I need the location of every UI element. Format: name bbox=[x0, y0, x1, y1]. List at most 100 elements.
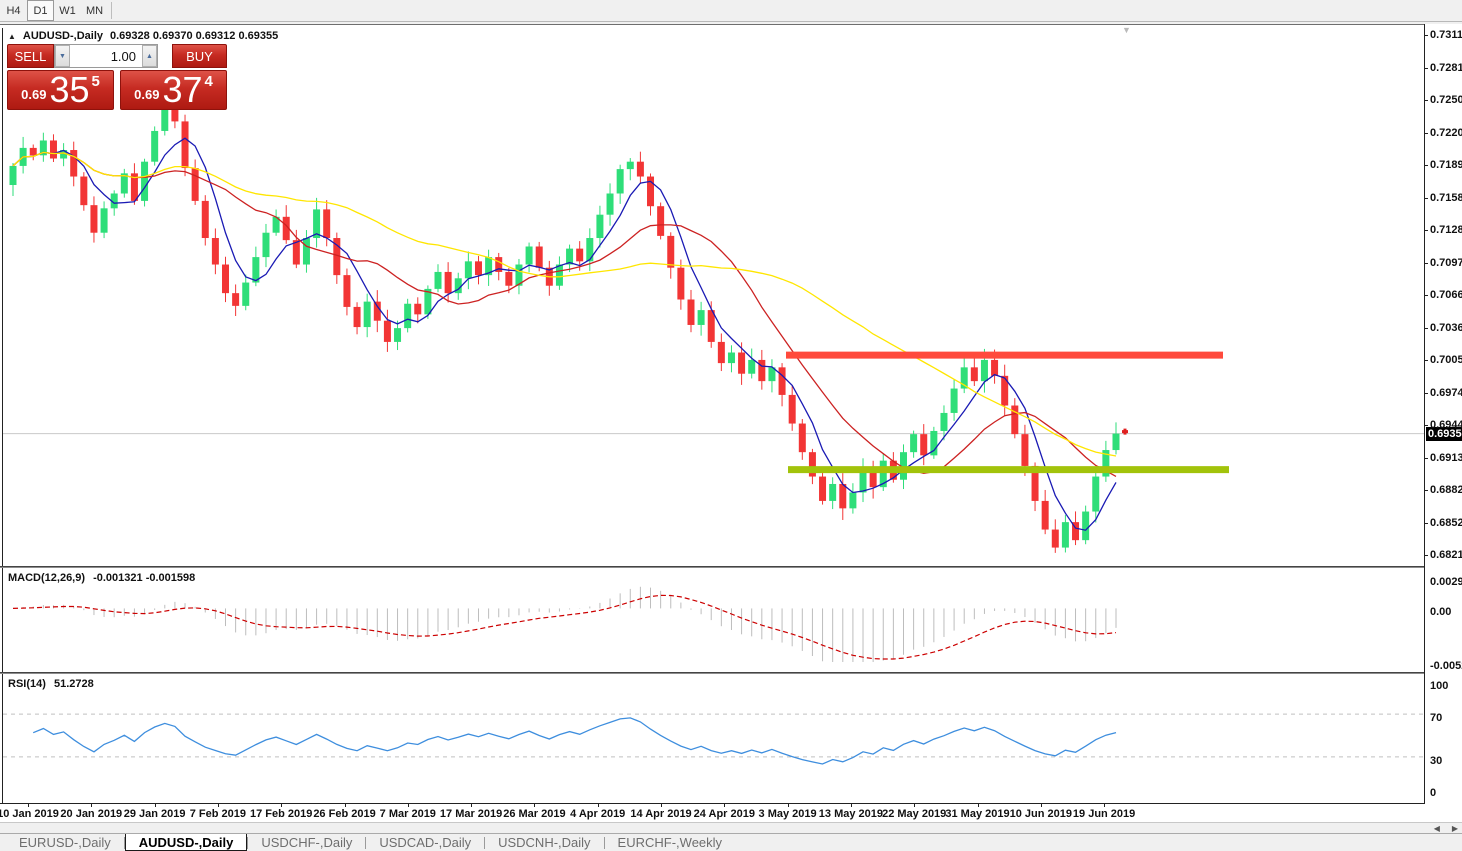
axis-tick bbox=[1425, 555, 1428, 556]
time-axis-tick bbox=[407, 804, 409, 807]
macd-pane bbox=[2, 568, 1424, 672]
rsi-value: 51.2728 bbox=[53, 678, 94, 690]
macd-axis-label: -0.005256 bbox=[1430, 660, 1462, 672]
scroll-right-icon[interactable]: ▶ bbox=[1451, 823, 1458, 833]
bid-price-big: 35 bbox=[49, 68, 90, 110]
buy-button[interactable]: BUY bbox=[172, 44, 227, 68]
time-axis-label: 4 Apr 2019 bbox=[570, 808, 626, 820]
rsi-axis-label: 30 bbox=[1430, 754, 1443, 767]
time-axis-label: 17 Mar 2019 bbox=[439, 808, 503, 820]
time-axis-tick bbox=[850, 804, 852, 807]
bid-price-pip: 5 bbox=[91, 73, 100, 90]
time-axis-tick bbox=[344, 804, 346, 807]
time-axis-label: 29 Jan 2019 bbox=[123, 808, 186, 820]
sell-button[interactable]: SELL bbox=[7, 44, 54, 68]
ask-price-box[interactable]: 0.69 37 4 bbox=[120, 70, 227, 110]
time-axis-label: 3 May 2019 bbox=[758, 808, 817, 820]
axis-tick bbox=[1425, 425, 1428, 426]
time-axis-label: 17 Feb 2019 bbox=[250, 808, 313, 820]
rsi-label: RSI(14) 51.2728 bbox=[8, 678, 99, 690]
pane-border bbox=[0, 803, 1462, 804]
chart-shift-marker-icon[interactable]: ▼ bbox=[1122, 25, 1131, 35]
timeframe-button-d1[interactable]: D1 bbox=[27, 0, 54, 21]
bid-price-box[interactable]: 0.69 35 5 bbox=[7, 70, 114, 110]
time-axis-label: 10 Jun 2019 bbox=[1009, 808, 1072, 820]
chart-tab-usdcnh[interactable]: USDCNH-,Daily bbox=[498, 835, 591, 850]
time-axis-tick bbox=[661, 804, 662, 807]
chart-tab-audusd[interactable]: AUDUSD-,Daily bbox=[124, 834, 248, 851]
time-axis-tick bbox=[471, 804, 473, 807]
pane-splitter[interactable] bbox=[0, 672, 1462, 674]
axis-tick bbox=[1425, 165, 1428, 166]
time-axis-label: 7 Mar 2019 bbox=[379, 808, 436, 820]
axis-tick bbox=[1425, 522, 1428, 524]
chart-title: ▲ AUDUSD-,Daily 0.69328 0.69370 0.69312 … bbox=[8, 30, 278, 42]
bid-price-prefix: 0.69 bbox=[21, 87, 47, 102]
chart-tab-eurusd[interactable]: EURUSD-,Daily bbox=[19, 835, 111, 850]
axis-tick bbox=[1425, 490, 1428, 491]
rsi-axis-label: 100 bbox=[1430, 680, 1449, 692]
axis-tick bbox=[1425, 35, 1428, 36]
ask-price-big: 37 bbox=[162, 68, 203, 110]
chart-tab-usdcad[interactable]: USDCAD-,Daily bbox=[379, 835, 472, 850]
axis-tick bbox=[1425, 262, 1428, 264]
time-axis-tick bbox=[281, 804, 283, 807]
time-axis: 10 Jan 2019 20 Jan 2019 29 Jan 2019 7 Feb 2… bbox=[0, 804, 1462, 822]
time-axis-label: 10 Jan 2019 bbox=[0, 808, 59, 820]
tab-separator bbox=[603, 836, 605, 849]
chart-scrollbar[interactable]: ◀ ▶ bbox=[0, 822, 1462, 833]
chart-tab-eurchf[interactable]: EURCHF-,Weekly bbox=[617, 835, 723, 850]
axis-tick bbox=[1425, 197, 1428, 199]
tab-separator bbox=[123, 836, 125, 849]
time-axis-label: 19 Jun 2019 bbox=[1072, 808, 1136, 820]
chart-tab-usdchf[interactable]: USDCHF-,Daily bbox=[261, 835, 353, 850]
price-axis-label: 0.71585 bbox=[1430, 191, 1462, 204]
ask-price-prefix: 0.69 bbox=[134, 87, 160, 102]
timeframe-button-w1[interactable]: W1 bbox=[54, 0, 81, 21]
axis-tick bbox=[1425, 360, 1428, 361]
volume-decrease-button[interactable]: ▼ bbox=[55, 45, 70, 67]
axis-tick bbox=[1425, 67, 1428, 69]
time-axis-tick bbox=[724, 804, 726, 807]
price-chart-pane bbox=[2, 28, 1425, 566]
chart-ohlc-values: 0.69328 0.69370 0.69312 0.69355 bbox=[110, 30, 279, 42]
price-axis-label: 0.72505 bbox=[1430, 94, 1462, 106]
volume-input[interactable] bbox=[70, 45, 142, 67]
price-axis-label: 0.69745 bbox=[1430, 386, 1462, 399]
timeframe-button-mn[interactable]: MN bbox=[81, 0, 109, 21]
ask-price-pip: 4 bbox=[204, 73, 213, 90]
rsi-axis-label: 70 bbox=[1430, 712, 1443, 725]
axis-tick bbox=[1425, 132, 1428, 134]
toolbar-separator bbox=[111, 2, 113, 19]
tab-separator bbox=[247, 836, 249, 849]
pane-splitter[interactable] bbox=[0, 566, 1462, 568]
rsi-pane bbox=[2, 674, 1425, 803]
time-axis-tick bbox=[597, 804, 599, 807]
time-axis-label: 24 Apr 2019 bbox=[693, 808, 755, 820]
timeframe-button-h4[interactable]: H4 bbox=[0, 0, 27, 21]
time-axis-tick bbox=[977, 804, 979, 807]
volume-increase-button[interactable]: ▲ bbox=[142, 45, 157, 67]
current-price-tag: 0.69355 bbox=[1426, 426, 1462, 441]
scroll-left-icon[interactable]: ◀ bbox=[1433, 823, 1440, 833]
chart-canvas bbox=[12, 586, 1117, 662]
chart-canvas bbox=[3, 97, 1425, 553]
axis-tick bbox=[1425, 457, 1428, 459]
time-axis-tick bbox=[217, 804, 219, 807]
time-axis-tick bbox=[1104, 804, 1106, 807]
tab-separator bbox=[484, 836, 486, 849]
time-axis-tick bbox=[154, 804, 156, 807]
axis-tick bbox=[1425, 327, 1428, 329]
axis-tick bbox=[1425, 100, 1428, 101]
window-edge bbox=[0, 24, 1462, 25]
time-axis-label: 7 Feb 2019 bbox=[189, 808, 247, 820]
price-axis-label: 0.73115 bbox=[1430, 29, 1462, 41]
